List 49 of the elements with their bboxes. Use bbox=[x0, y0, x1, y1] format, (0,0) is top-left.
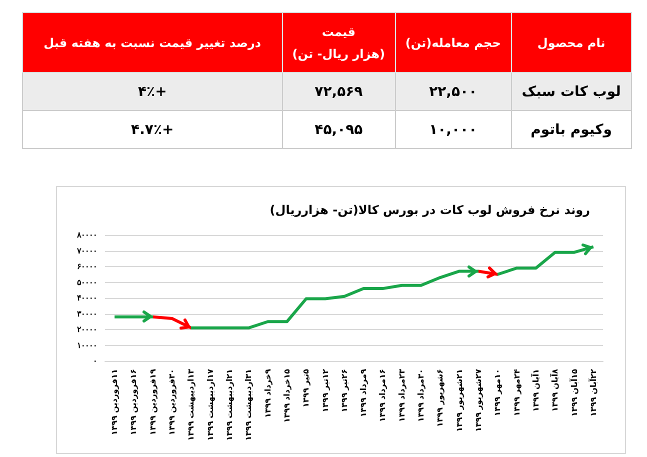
y-tick-label: ۳۰۰۰۰ bbox=[77, 309, 97, 318]
x-tick-label: ۱۶مرداد ۱۳۹۹ bbox=[378, 368, 388, 422]
category-label: درصد تغییر قیمت نسبت به هفته قبل bbox=[22, 12, 282, 72]
x-tick-label: ۳۰فروردین ۱۳۹۹ bbox=[168, 369, 177, 436]
x-tick-label: ۱۳اردیبهشت ۱۳۹۹ bbox=[186, 368, 196, 441]
x-tick-label: ۱۷اردیبهشت ۱۳۹۹ bbox=[206, 368, 215, 441]
x-tick-label: ۱۶فروردین ۱۳۹۹ bbox=[129, 368, 138, 436]
x-tick-label: ۱۵خرداد ۱۳۹۹ bbox=[282, 368, 292, 423]
x-tick-label: ۱۱فروردین ۱۳۹۹ bbox=[110, 369, 120, 436]
x-tick-label: ۲۱شهریور ۱۳۹۹ bbox=[454, 369, 464, 432]
y-tick-label: ۷۰۰۰۰ bbox=[76, 246, 97, 256]
x-tick-label: ۵تیر ۱۳۹۹ bbox=[302, 368, 311, 408]
x-tick-label: ۹مرداد ۱۳۹۹ bbox=[359, 368, 368, 418]
line-series bbox=[113, 245, 595, 330]
x-tick-label: ۳۱اردیبهشت ۱۳۹۹ bbox=[244, 369, 254, 441]
category-label: نام محصول bbox=[511, 12, 632, 72]
category-label: قیمت (هزار ریال- تن) bbox=[282, 12, 396, 72]
y-tick-label: ۸۰۰۰۰ bbox=[76, 230, 97, 240]
x-tick-label: ۱۰مهر ۱۳۹۹ bbox=[493, 369, 502, 416]
x-tick-label: ۲۶تیر ۱۳۹۹ bbox=[340, 368, 349, 412]
text: ۷۲,۵۶۹ bbox=[314, 84, 363, 100]
x-tick-label: ۱آبان ۱۳۹۹ bbox=[530, 369, 540, 412]
x-tick-label: ۲۲آبان ۱۳۹۹ bbox=[588, 368, 598, 417]
category-label: حجم معامله(تن) bbox=[395, 12, 512, 72]
x-tick-label: ۲۴مهر ۱۳۹۹ bbox=[512, 368, 522, 416]
text: ۲۲,۵۰۰ bbox=[429, 84, 478, 100]
y-tick-label: ۶۰۰۰۰ bbox=[77, 262, 97, 271]
x-tick-label: ۳۰مرداد ۱۳۹۹ bbox=[416, 369, 426, 422]
x-tick-label: ۸آبان ۱۳۹۹ bbox=[550, 368, 560, 412]
y-tick-label: ۵۰۰۰۰ bbox=[77, 278, 97, 287]
text: ۱۰,۰۰۰ bbox=[429, 122, 478, 138]
text: لوب کات سبک bbox=[522, 84, 621, 100]
x-tick-label: ۲۳مرداد ۱۳۹۹ bbox=[397, 368, 406, 422]
y-tick-label: ۴۰۰۰۰ bbox=[77, 294, 97, 302]
chart-title: روند نرخ فروش لوب کات در بورس کالا(تن- هزارریال) bbox=[270, 203, 590, 217]
text: +۴٪ bbox=[138, 84, 167, 100]
y-tick-label: ۲۰۰۰۰ bbox=[77, 325, 97, 334]
x-tick-label: ۶شهریور ۱۳۹۹ bbox=[436, 368, 445, 427]
text: وکیوم باتوم bbox=[530, 122, 612, 138]
x-tick-label: ۱۲تیر ۱۳۹۹ bbox=[320, 368, 330, 412]
text: ۴۵,۰۹۵ bbox=[314, 122, 363, 138]
x-tick-label: ۲۷شهریور ۱۳۹۹ bbox=[474, 368, 483, 432]
x-tick-label: ۲۱اردیبهشت ۱۳۹۹ bbox=[225, 369, 234, 441]
x-tick-label: ۱۵آبان ۱۳۹۹ bbox=[568, 368, 579, 417]
x-tick-label: ۹خرداد ۱۳۹۹ bbox=[263, 368, 272, 418]
x-tick-label: ۱۹فروردین ۱۳۹۹ bbox=[148, 368, 158, 436]
y-tick-label: ۰ bbox=[93, 356, 97, 366]
y-tick-label: ۱۰۰۰۰ bbox=[77, 340, 97, 350]
text: +۴.۷٪ bbox=[131, 122, 174, 138]
